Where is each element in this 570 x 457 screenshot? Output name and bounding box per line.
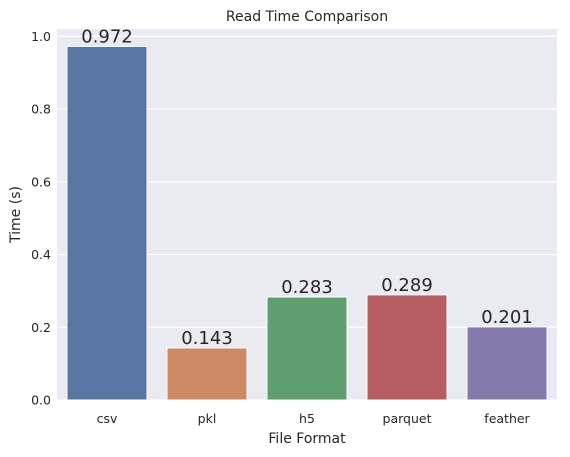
data-label-feather: 0.201 bbox=[481, 307, 533, 328]
x-tick-label-h5: h5 bbox=[299, 411, 315, 426]
x-axis-label: File Format bbox=[268, 431, 346, 447]
x-tick-label-pkl: pkl bbox=[198, 411, 217, 426]
data-labels: 0.972 0.143 0.283 0.289 0.201 bbox=[81, 26, 533, 349]
y-tick-label: 0.4 bbox=[31, 247, 51, 262]
data-label-pkl: 0.143 bbox=[181, 328, 233, 349]
y-tick-label: 0.2 bbox=[31, 320, 51, 335]
x-tick-labels: csv pkl h5 parquet feather bbox=[97, 411, 531, 426]
chart-title: Read Time Comparison bbox=[226, 9, 388, 25]
bar-feather bbox=[466, 326, 548, 401]
y-tick-label: 1.0 bbox=[31, 29, 51, 44]
x-tick-label-feather: feather bbox=[484, 411, 530, 426]
y-axis-label: Time (s) bbox=[8, 186, 24, 244]
bar-pkl bbox=[166, 347, 248, 401]
y-tick-label: 0.8 bbox=[31, 102, 51, 117]
y-tick-label: 0.6 bbox=[31, 174, 51, 189]
y-tick-labels: 0.0 0.2 0.4 0.6 0.8 1.0 bbox=[31, 29, 51, 408]
bar-parquet bbox=[366, 294, 448, 401]
y-tick-label: 0.0 bbox=[31, 393, 51, 408]
data-label-parquet: 0.289 bbox=[381, 275, 433, 296]
bar-csv bbox=[66, 45, 148, 401]
x-tick-label-parquet: parquet bbox=[383, 411, 432, 426]
bar-h5 bbox=[266, 296, 348, 401]
data-label-csv: 0.972 bbox=[81, 26, 133, 47]
x-tick-label-csv: csv bbox=[97, 411, 118, 426]
data-label-h5: 0.283 bbox=[281, 277, 333, 298]
bars bbox=[66, 45, 548, 401]
